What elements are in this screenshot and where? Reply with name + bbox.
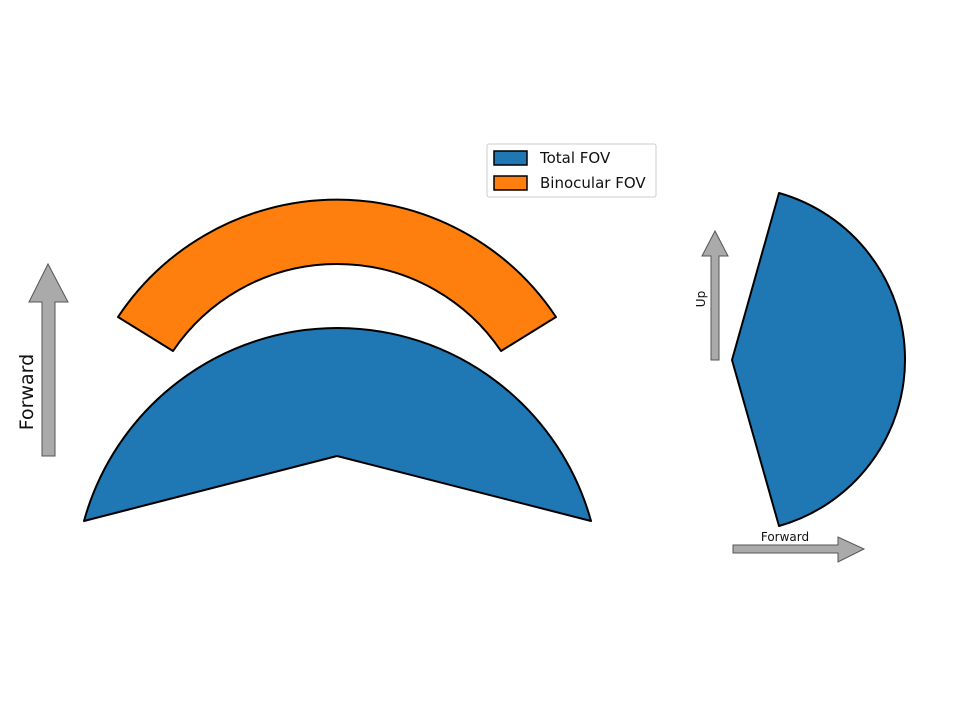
side-view-forward-arrow: Forward [732,530,866,563]
legend: Total FOV Binocular FOV [486,143,657,198]
legend-swatch-total-fov [493,150,528,166]
top-view-binocular-fov [117,198,557,352]
top-view-total-fov [83,327,592,522]
legend-swatch-binocular-fov [493,175,528,191]
legend-box [486,143,657,198]
legend-label-binocular-fov: Binocular FOV [540,174,646,192]
side-view-total-fov [731,192,906,527]
up-arrow-shape [701,229,729,361]
side-forward-arrow-label: Forward [761,530,809,544]
up-arrow-label: Up [694,291,708,307]
forward-arrow-shape [28,262,69,457]
side-view-up-arrow: Up [694,229,729,361]
legend-item-total-fov: Total FOV [493,149,611,167]
legend-label-total-fov: Total FOV [539,149,611,167]
legend-item-binocular-fov: Binocular FOV [493,174,646,192]
forward-arrow-label: Forward [16,354,38,430]
top-view-forward-arrow: Forward [16,262,69,457]
side-forward-arrow-shape [732,536,866,563]
